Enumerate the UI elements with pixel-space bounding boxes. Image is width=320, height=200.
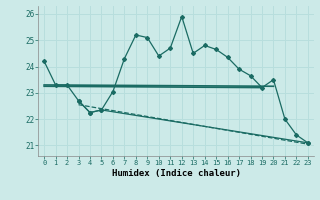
X-axis label: Humidex (Indice chaleur): Humidex (Indice chaleur) <box>111 169 241 178</box>
